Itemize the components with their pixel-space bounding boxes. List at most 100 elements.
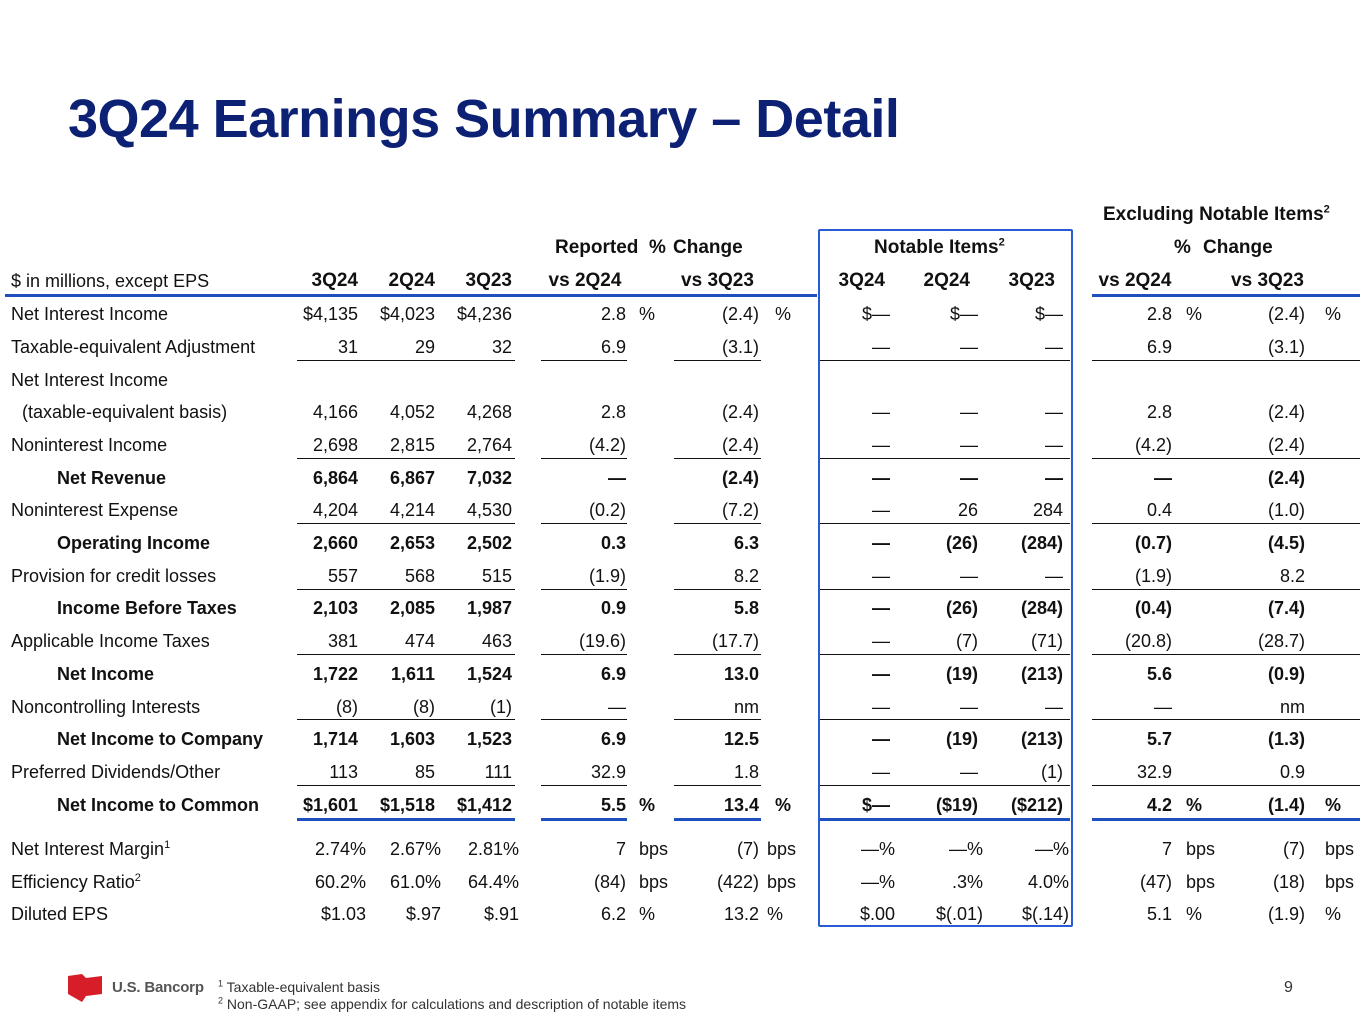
cell-vs2q24: (19.6) — [578, 631, 626, 651]
cell-vs3q23: 6.3 — [733, 533, 759, 553]
cell-vs3q23: (2.4) — [721, 435, 759, 455]
rule-line — [1092, 654, 1360, 655]
cell-notable-3q24: $.00 — [859, 904, 895, 924]
cell-3q23: 32 — [491, 337, 512, 357]
cell-excl-vs2q24-unit: bps — [1186, 839, 1216, 859]
cell-vs3q23-unit: bps — [767, 872, 797, 892]
cell-notable-3q23: ($212) — [1010, 795, 1063, 815]
cell-excl-vs3q23: (1.4) — [1267, 795, 1305, 815]
cell-2q24: 85 — [414, 762, 435, 782]
cell-notable-3q23: —% — [1034, 839, 1069, 859]
cell-3q24: 2.74% — [314, 839, 366, 859]
cell-3q24: 1,722 — [312, 664, 358, 684]
cell-vs2q24-unit: % — [639, 304, 656, 324]
cell-excl-vs3q23: (28.7) — [1257, 631, 1305, 651]
header-excl-pct: % — [1174, 237, 1191, 258]
cell-3q23: (1) — [490, 697, 512, 717]
rule-line — [541, 719, 627, 720]
cell-3q24: 557 — [327, 566, 358, 586]
cell-excl-vs3q23: (4.5) — [1267, 533, 1305, 553]
cell-notable-2q24: (19) — [945, 664, 978, 684]
row-label: Income Before Taxes — [57, 598, 237, 618]
header-row-label: $ in millions, except EPS — [11, 271, 210, 291]
cell-excl-vs2q24: — — [1154, 468, 1172, 488]
cell-excl-vs3q23: nm — [1279, 697, 1305, 717]
cell-excl-vs2q24: (1.9) — [1134, 566, 1172, 586]
page-number: 9 — [1284, 979, 1293, 996]
cell-vs2q24: (4.2) — [588, 435, 626, 455]
cell-notable-2q24: $— — [949, 304, 978, 324]
header-notable-2q24: 2Q24 — [923, 270, 970, 291]
cell-notable-2q24: — — [960, 468, 978, 488]
cell-notable-2q24: — — [960, 762, 978, 782]
cell-vs3q23-unit: % — [775, 304, 792, 324]
cell-vs2q24: 0.3 — [600, 533, 626, 553]
row-label: Net Revenue — [57, 468, 167, 488]
rule-line — [674, 654, 761, 655]
cell-3q23: 1,987 — [466, 598, 512, 618]
rule-line — [541, 654, 627, 655]
cell-vs2q24: (84) — [593, 872, 626, 892]
rule-line — [674, 523, 761, 524]
rule-line — [541, 785, 627, 786]
cell-excl-vs2q24-unit: % — [1186, 304, 1203, 324]
cell-vs2q24: — — [608, 468, 626, 488]
row-label: Applicable Income Taxes — [11, 631, 210, 651]
cell-2q24: 2,653 — [389, 533, 435, 553]
row-label: Net Interest Margin1 — [11, 839, 171, 859]
logo: U.S. Bancorp — [68, 972, 204, 1002]
cell-vs2q24: 2.8 — [600, 304, 626, 324]
rule-line — [674, 719, 761, 720]
cell-excl-vs2q24-unit: % — [1186, 904, 1203, 924]
cell-vs3q23: 8.2 — [733, 566, 759, 586]
cell-notable-3q23: (213) — [1020, 729, 1063, 749]
footnote-2: 2 Non-GAAP; see appendix for calculation… — [218, 995, 687, 1012]
header-rule-left — [5, 294, 817, 297]
cell-notable-3q23: $(.14) — [1021, 904, 1069, 924]
row-label: Operating Income — [57, 533, 211, 553]
cell-vs3q23: (3.1) — [721, 337, 759, 357]
cell-notable-3q24: — — [872, 762, 890, 782]
cell-3q24: 381 — [327, 631, 358, 651]
cell-vs2q24: (1.9) — [588, 566, 626, 586]
cell-vs2q24: 6.9 — [600, 664, 626, 684]
row-label: Noncontrolling Interests — [11, 697, 201, 717]
cell-vs2q24-unit: % — [639, 904, 656, 924]
cell-3q23: 2.81% — [467, 839, 519, 859]
cell-notable-2q24: 26 — [957, 500, 978, 520]
rule-line — [1092, 719, 1360, 720]
cell-excl-vs3q23-unit: bps — [1325, 839, 1355, 859]
cell-3q23: $.91 — [483, 904, 519, 924]
cell-excl-vs2q24-unit: % — [1186, 795, 1203, 815]
rule-line — [820, 654, 1070, 655]
cell-excl-vs2q24: 6.9 — [1146, 337, 1172, 357]
cell-vs2q24: 2.8 — [600, 402, 626, 422]
header-reported: Reported — [555, 237, 639, 258]
cell-excl-vs2q24: — — [1154, 697, 1172, 717]
cell-excl-vs3q23-unit: % — [1325, 795, 1342, 815]
cell-3q23: $4,236 — [456, 304, 512, 324]
cell-excl-vs3q23: (1.3) — [1267, 729, 1305, 749]
cell-3q23: 463 — [481, 631, 512, 651]
cell-notable-2q24: .3% — [951, 872, 983, 892]
rule-line — [820, 523, 1070, 524]
rule-line — [541, 360, 627, 361]
cell-notable-3q23: 4.0% — [1027, 872, 1069, 892]
cell-notable-2q24: — — [960, 402, 978, 422]
rule-line — [1092, 458, 1360, 459]
cell-notable-3q24: — — [872, 435, 890, 455]
cell-excl-vs2q24: 5.6 — [1146, 664, 1172, 684]
rule-line — [820, 785, 1070, 786]
cell-vs2q24: (0.2) — [588, 500, 626, 520]
cell-vs3q23: (7.2) — [721, 500, 759, 520]
cell-excl-vs2q24: 7 — [1161, 839, 1172, 859]
header-col-3q23: 3Q23 — [465, 270, 512, 291]
cell-excl-vs3q23-unit: % — [1325, 304, 1342, 324]
cell-excl-vs2q24: 2.8 — [1146, 304, 1172, 324]
header-excl-vs3q23: vs 3Q23 — [1231, 270, 1304, 291]
cell-excl-vs2q24-unit: bps — [1186, 872, 1216, 892]
cell-3q24: 2,103 — [312, 598, 358, 618]
cell-3q23: 64.4% — [467, 872, 519, 892]
notable-items-box — [818, 229, 1073, 927]
cell-excl-vs2q24: (47) — [1139, 872, 1172, 892]
